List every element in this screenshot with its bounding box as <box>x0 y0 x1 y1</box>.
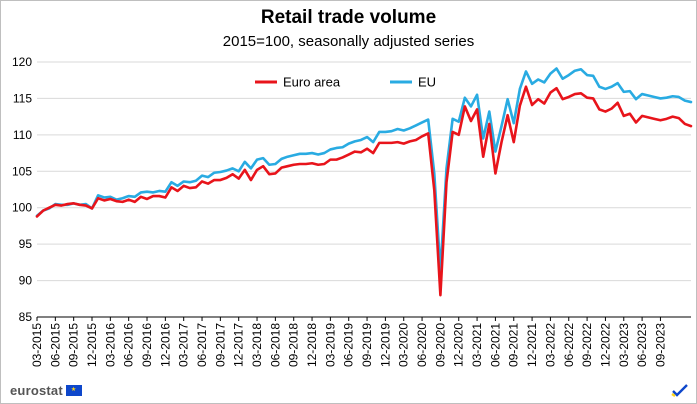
x-tick-label: 12-2021 <box>525 323 539 367</box>
x-tick-label: 09-2016 <box>140 323 154 367</box>
x-tick-label: 03-2020 <box>397 323 411 367</box>
x-tick-label: 06-2023 <box>635 323 649 367</box>
eurostat-logo: eurostat <box>10 382 82 398</box>
x-tick-label: 03-2022 <box>543 323 557 367</box>
x-tick-label: 09-2015 <box>67 323 81 367</box>
x-tick-label: 12-2016 <box>158 323 172 367</box>
chart-subtitle: 2015=100, seasonally adjusted series <box>222 33 475 50</box>
x-tick-label: 12-2019 <box>378 323 392 367</box>
x-tick-label: 12-2017 <box>232 323 246 367</box>
y-tick-label: 115 <box>13 91 32 105</box>
legend-label-euro-area: Euro area <box>283 75 341 90</box>
x-tick-label: 03-2018 <box>250 323 264 367</box>
x-tick-label: 09-2019 <box>360 323 374 367</box>
x-tick-label: 09-2021 <box>507 323 521 367</box>
x-axis: 03-2015 06-2015 09-2015 12-2015 03-2016 06-20… <box>30 316 691 367</box>
chart-title: Retail trade volume <box>260 7 437 28</box>
legend-label-eu: EU <box>418 75 436 90</box>
x-tick-label: 03-2016 <box>103 323 117 367</box>
y-tick-label: 90 <box>19 274 33 288</box>
x-tick-label: 03-2019 <box>323 323 337 367</box>
x-tick-label: 12-2018 <box>305 323 319 367</box>
x-tick-label: 12-2015 <box>85 323 99 367</box>
x-tick-label: 03-2015 <box>30 323 44 367</box>
x-tick-label: 12-2020 <box>452 323 466 367</box>
x-tick-label: 09-2020 <box>433 323 447 367</box>
x-tick-label: 03-2021 <box>470 323 484 367</box>
series-lines <box>35 67 693 297</box>
series-line-eu <box>35 67 693 273</box>
series-line-euro-area <box>35 85 693 297</box>
y-tick-label: 110 <box>13 128 32 142</box>
checkmark-icon <box>671 384 688 397</box>
x-tick-label: 06-2020 <box>415 323 429 367</box>
y-axis-ticks: 85 90 95 100 105 110 115 120 <box>12 55 32 324</box>
brand-name: eurostat <box>10 382 63 398</box>
y-tick-label: 100 <box>12 201 32 215</box>
x-tick-label: 06-2019 <box>342 323 356 367</box>
x-tick-label: 06-2021 <box>488 323 502 367</box>
x-tick-label: 03-2017 <box>177 323 191 367</box>
x-tick-label: 12-2022 <box>598 323 612 367</box>
x-tick-label: 09-2018 <box>287 323 301 367</box>
eu-flag-icon <box>65 384 82 396</box>
y-tick-label: 85 <box>19 310 33 324</box>
x-tick-label: 06-2016 <box>122 323 136 367</box>
legend: Euro area EU <box>255 75 436 90</box>
y-tick-label: 105 <box>12 164 32 178</box>
x-tick-label: 09-2017 <box>213 323 227 367</box>
x-tick-label: 03-2023 <box>617 323 631 367</box>
x-tick-label: 06-2017 <box>195 323 209 367</box>
x-tick-label: 09-2023 <box>653 323 667 367</box>
x-tick-label: 09-2022 <box>580 323 594 367</box>
y-tick-label: 95 <box>19 237 33 251</box>
x-tick-label: 06-2022 <box>562 323 576 367</box>
x-tick-label: 06-2018 <box>268 323 282 367</box>
y-tick-label: 120 <box>12 55 32 69</box>
x-tick-label: 06-2015 <box>48 323 62 367</box>
